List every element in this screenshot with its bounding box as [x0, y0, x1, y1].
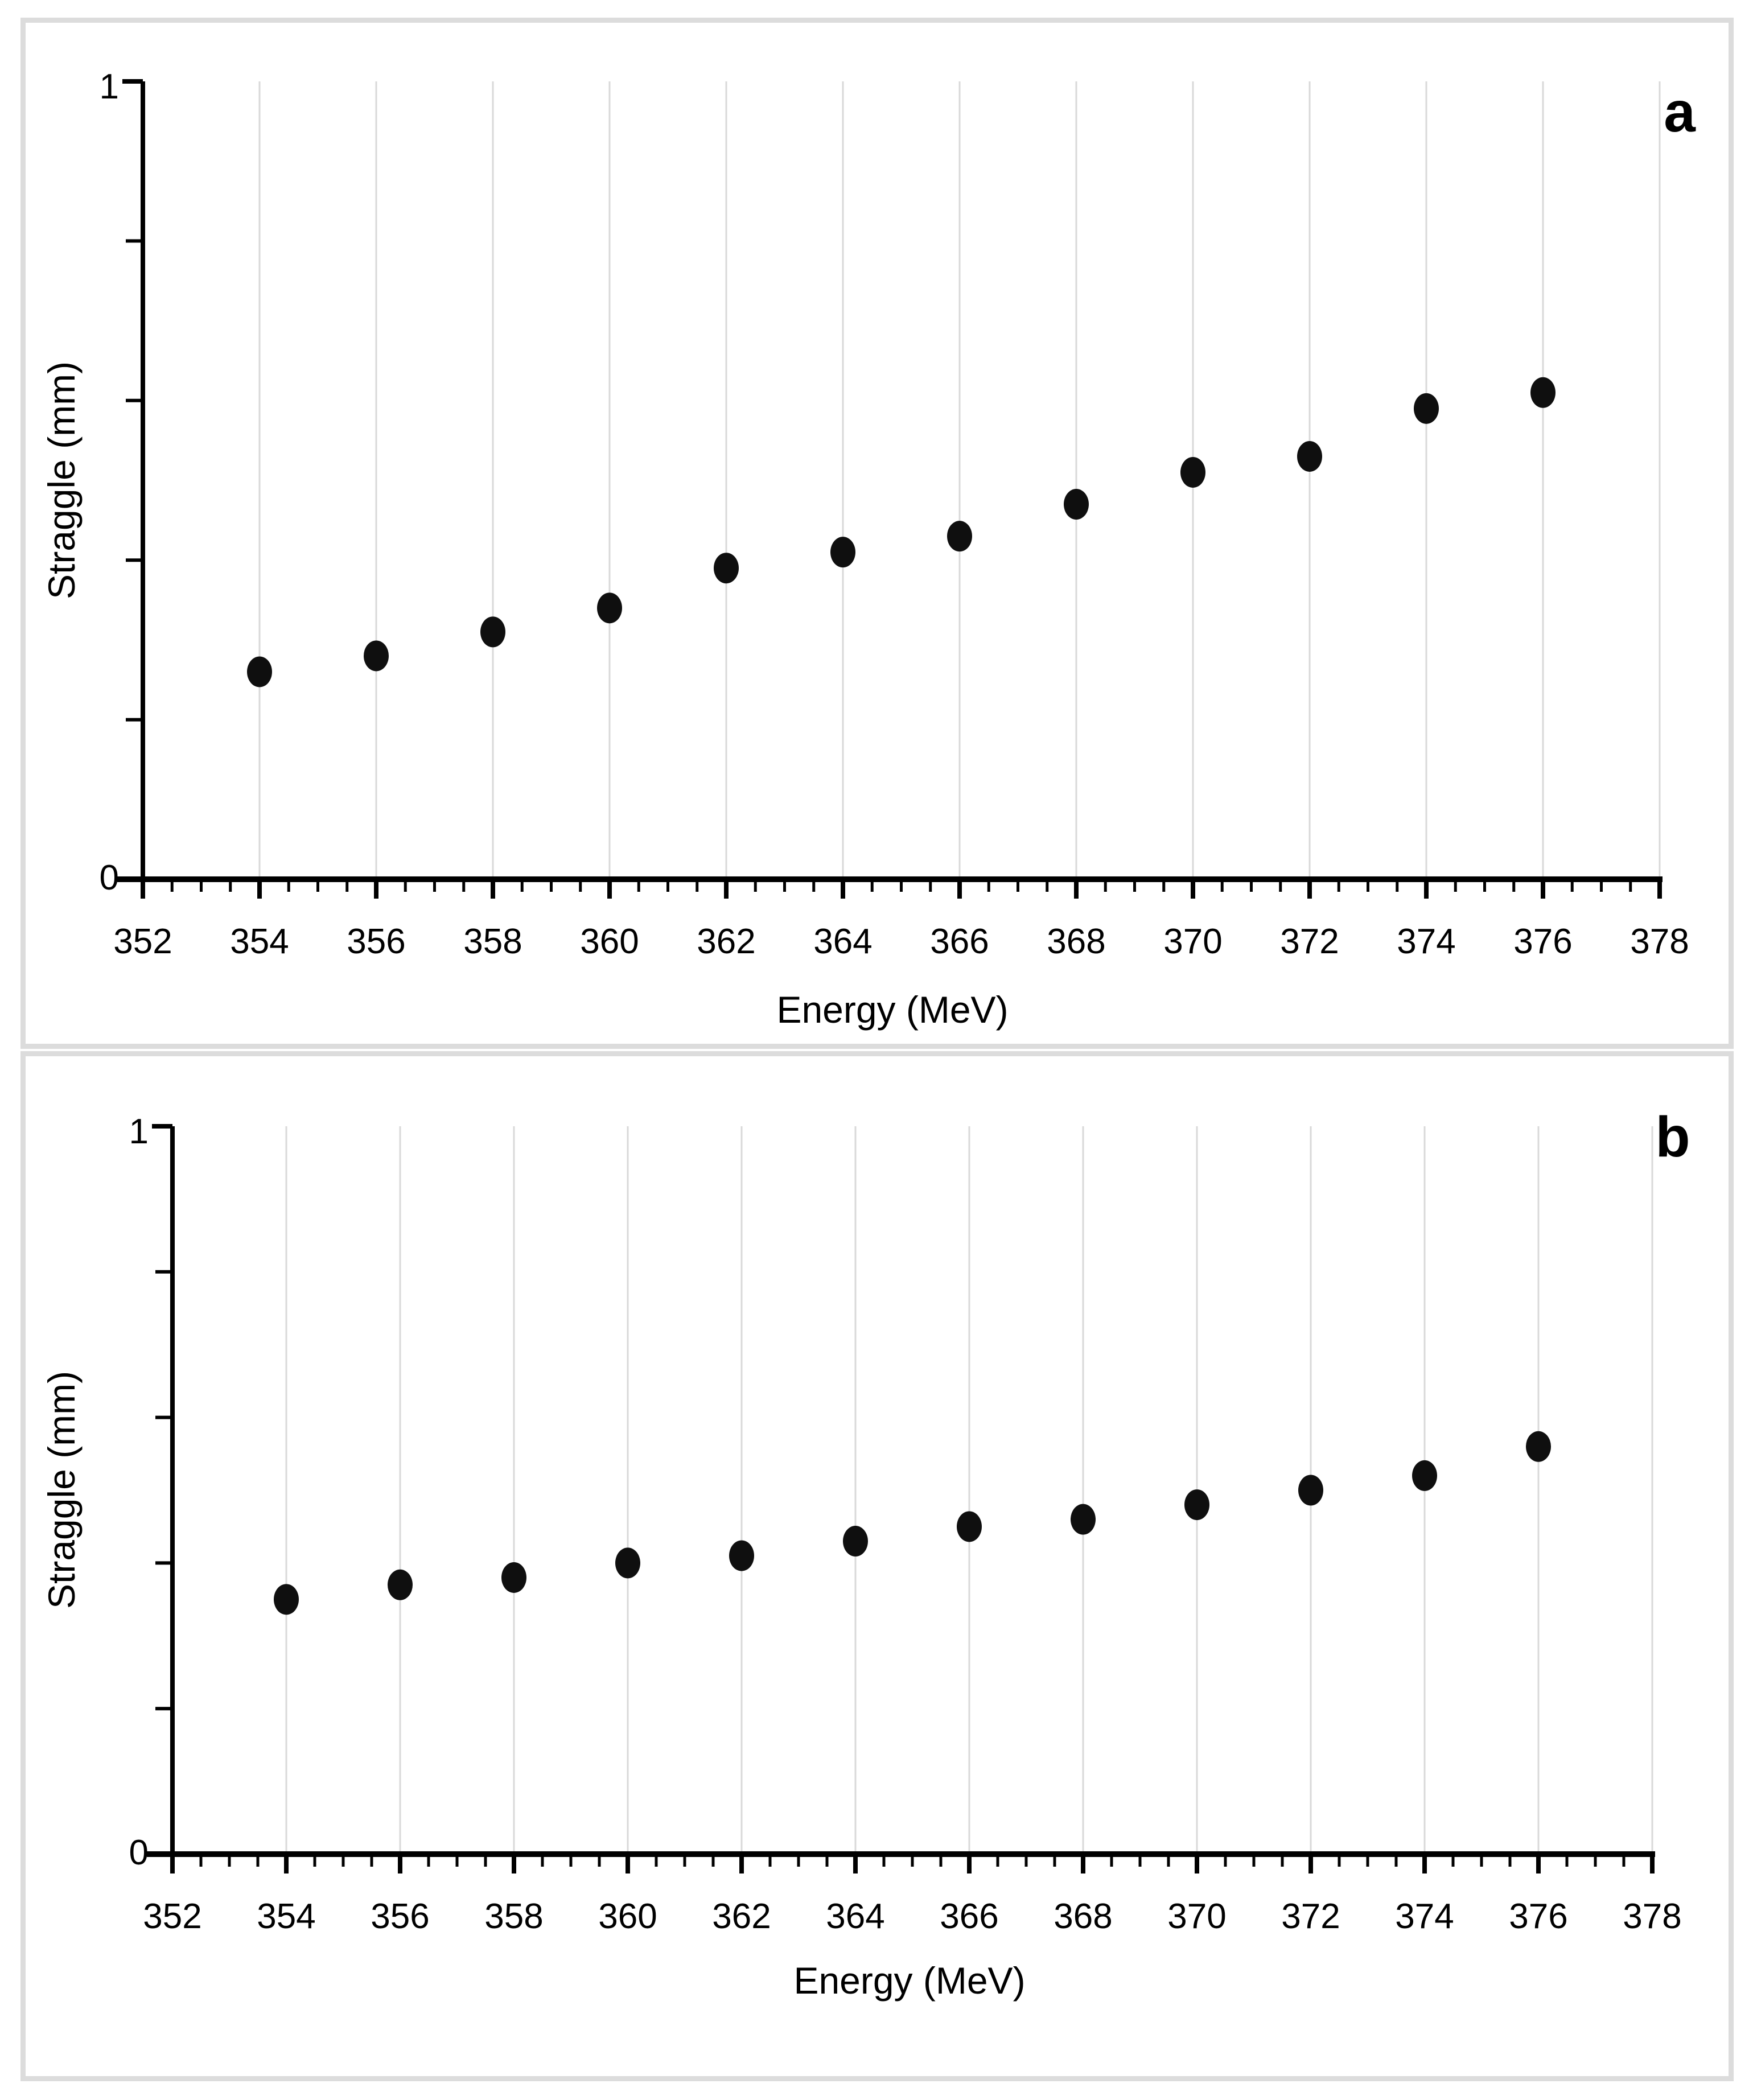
- x-axis-title: Energy (MeV): [776, 989, 1008, 1031]
- data-point: [1184, 1489, 1209, 1521]
- x-tick-label: 354: [257, 1897, 315, 1936]
- x-tick-label: 352: [113, 922, 172, 961]
- data-point: [1414, 393, 1439, 424]
- data-point: [1298, 1475, 1323, 1506]
- data-point: [1526, 1431, 1551, 1462]
- data-point: [1064, 489, 1089, 520]
- x-axis-title: Energy (MeV): [793, 1959, 1025, 2002]
- data-point: [480, 616, 505, 648]
- x-tick-label: 366: [940, 1897, 998, 1936]
- x-tick-label: 374: [1397, 922, 1455, 961]
- x-tick-label: 378: [1623, 1897, 1681, 1936]
- data-point: [274, 1584, 299, 1615]
- y-tick-label-top: 1: [129, 1112, 149, 1151]
- data-point: [364, 640, 389, 672]
- x-tick-label: 358: [463, 922, 522, 961]
- x-tick-label: 356: [371, 1897, 429, 1936]
- x-tick-label: 356: [347, 922, 405, 961]
- x-tick-label: 358: [484, 1897, 543, 1936]
- x-tick-label: 364: [813, 922, 872, 961]
- data-point: [1530, 377, 1556, 408]
- data-point: [247, 656, 272, 687]
- data-point: [1297, 440, 1322, 472]
- data-point: [843, 1526, 868, 1557]
- x-tick-label: 360: [580, 922, 639, 961]
- x-tick-label: 368: [1054, 1897, 1112, 1936]
- panel-letter: a: [1664, 80, 1696, 144]
- data-point: [729, 1540, 754, 1571]
- panel-a: 352 354 356 358 360 362 364 366 368 370 372 374 376 3…: [20, 18, 1734, 1049]
- y-axis-title: Straggle (mm): [40, 361, 83, 599]
- data-point: [501, 1562, 526, 1593]
- x-tick-label: 376: [1513, 922, 1572, 961]
- x-tick-label: 378: [1630, 922, 1689, 961]
- x-tick-label: 362: [712, 1897, 771, 1936]
- y-tick-label-bottom: 0: [100, 858, 119, 897]
- x-tick-label: 372: [1280, 922, 1339, 961]
- data-point: [1071, 1504, 1096, 1535]
- x-tick-label: 360: [598, 1897, 657, 1936]
- data-point: [947, 521, 972, 552]
- y-tick-label-top: 1: [100, 67, 119, 106]
- scatter-chart-b: 352 354 356 358 360 362 364 366 368 370 372 374 376 3…: [40, 1105, 1690, 2002]
- x-tick-label: 374: [1395, 1897, 1454, 1936]
- panel-b: 352 354 356 358 360 362 364 366 368 370 372 374 376 3…: [20, 1051, 1734, 2081]
- x-tick-label: 376: [1509, 1897, 1567, 1936]
- data-point: [957, 1511, 982, 1542]
- y-tick-label-bottom: 0: [129, 1833, 149, 1872]
- panel-letter: b: [1655, 1105, 1690, 1169]
- x-tick-label: 368: [1047, 922, 1105, 961]
- data-point: [714, 553, 739, 584]
- data-point: [388, 1569, 413, 1600]
- data-point: [615, 1547, 640, 1579]
- x-tick-label: 364: [826, 1897, 884, 1936]
- data-point: [1412, 1460, 1437, 1491]
- x-tick-label: 370: [1163, 922, 1222, 961]
- scatter-chart-a: 352 354 356 358 360 362 364 366 368 370 372 374 376 3…: [40, 67, 1696, 1031]
- data-point: [1180, 456, 1205, 488]
- y-axis-title: Straggle (mm): [40, 1371, 83, 1609]
- data-point: [597, 592, 622, 624]
- x-tick-label: 372: [1281, 1897, 1340, 1936]
- x-tick-label: 370: [1167, 1897, 1226, 1936]
- x-tick-label: 354: [230, 922, 289, 961]
- x-tick-label: 362: [697, 922, 755, 961]
- x-tick-label: 366: [930, 922, 989, 961]
- x-tick-label: 352: [143, 1897, 201, 1936]
- data-point: [830, 537, 855, 568]
